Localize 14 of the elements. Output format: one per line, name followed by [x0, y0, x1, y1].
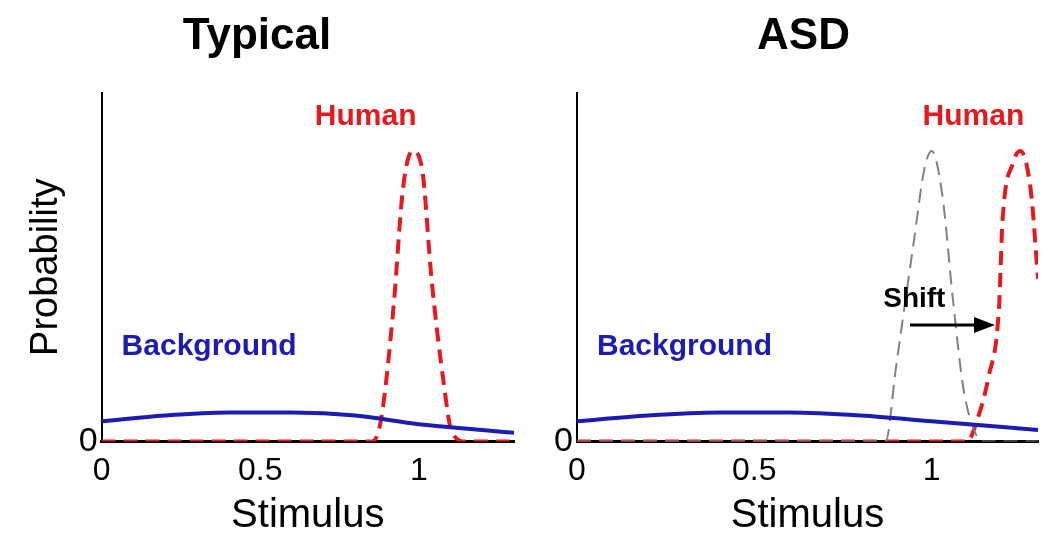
chart-title: Typical	[182, 8, 332, 58]
x-tick-label: 1	[922, 450, 941, 487]
chart-title: ASD	[757, 8, 850, 58]
x-tick-label: 1	[409, 450, 428, 487]
y-axis-title: Probability	[23, 178, 66, 356]
x-tick-label: 0.5	[732, 450, 777, 487]
annotation: Shift	[883, 282, 946, 314]
x-axis-title: Stimulus	[231, 491, 385, 536]
x-tick-label: 0.5	[237, 450, 283, 487]
series-label: Human	[922, 97, 1025, 131]
x-axis-title: Stimulus	[730, 491, 885, 536]
series-label: Background	[597, 327, 773, 361]
series-label: Background	[121, 327, 297, 361]
series-label: Human	[314, 97, 417, 131]
